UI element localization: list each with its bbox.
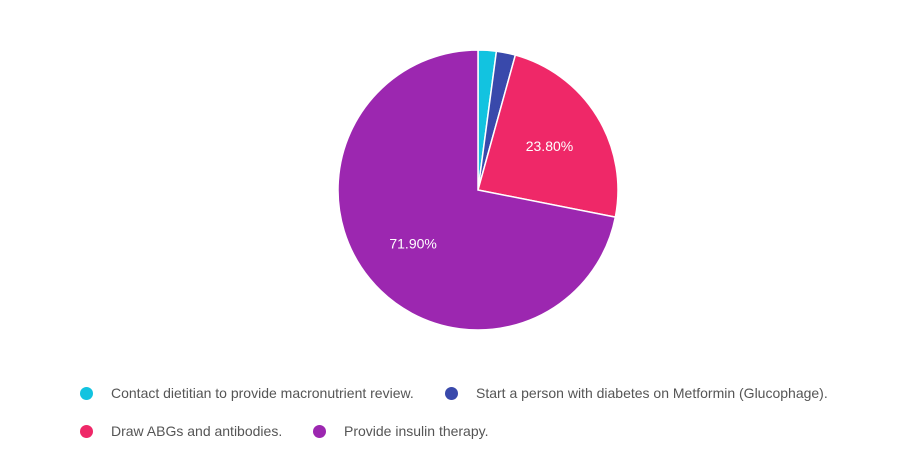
legend-item-dietitian[interactable]: Contact dietitian to provide macronutrie… bbox=[80, 385, 414, 401]
slice-value-label-3: 71.90% bbox=[389, 235, 436, 251]
pie-slice-2[interactable] bbox=[477, 54, 619, 218]
legend-marker bbox=[80, 424, 93, 438]
legend-marker bbox=[80, 386, 93, 400]
legend-marker bbox=[313, 424, 326, 438]
legend-marker bbox=[445, 386, 458, 400]
legend-item-abgs[interactable]: Draw ABGs and antibodies. bbox=[80, 423, 282, 439]
legend-label: Start a person with diabetes on Metformi… bbox=[476, 385, 828, 401]
legend-label: Draw ABGs and antibodies. bbox=[111, 423, 283, 439]
legend-item-metformin[interactable]: Start a person with diabetes on Metformi… bbox=[445, 385, 828, 401]
legend-label: Contact dietitian to provide macronutrie… bbox=[111, 385, 414, 401]
legend-label: Provide insulin therapy. bbox=[344, 423, 489, 439]
pie-slice-3[interactable] bbox=[337, 49, 617, 331]
slice-value-label-2: 23.80% bbox=[526, 138, 573, 154]
legend-item-insulin[interactable]: Provide insulin therapy. bbox=[313, 423, 488, 439]
